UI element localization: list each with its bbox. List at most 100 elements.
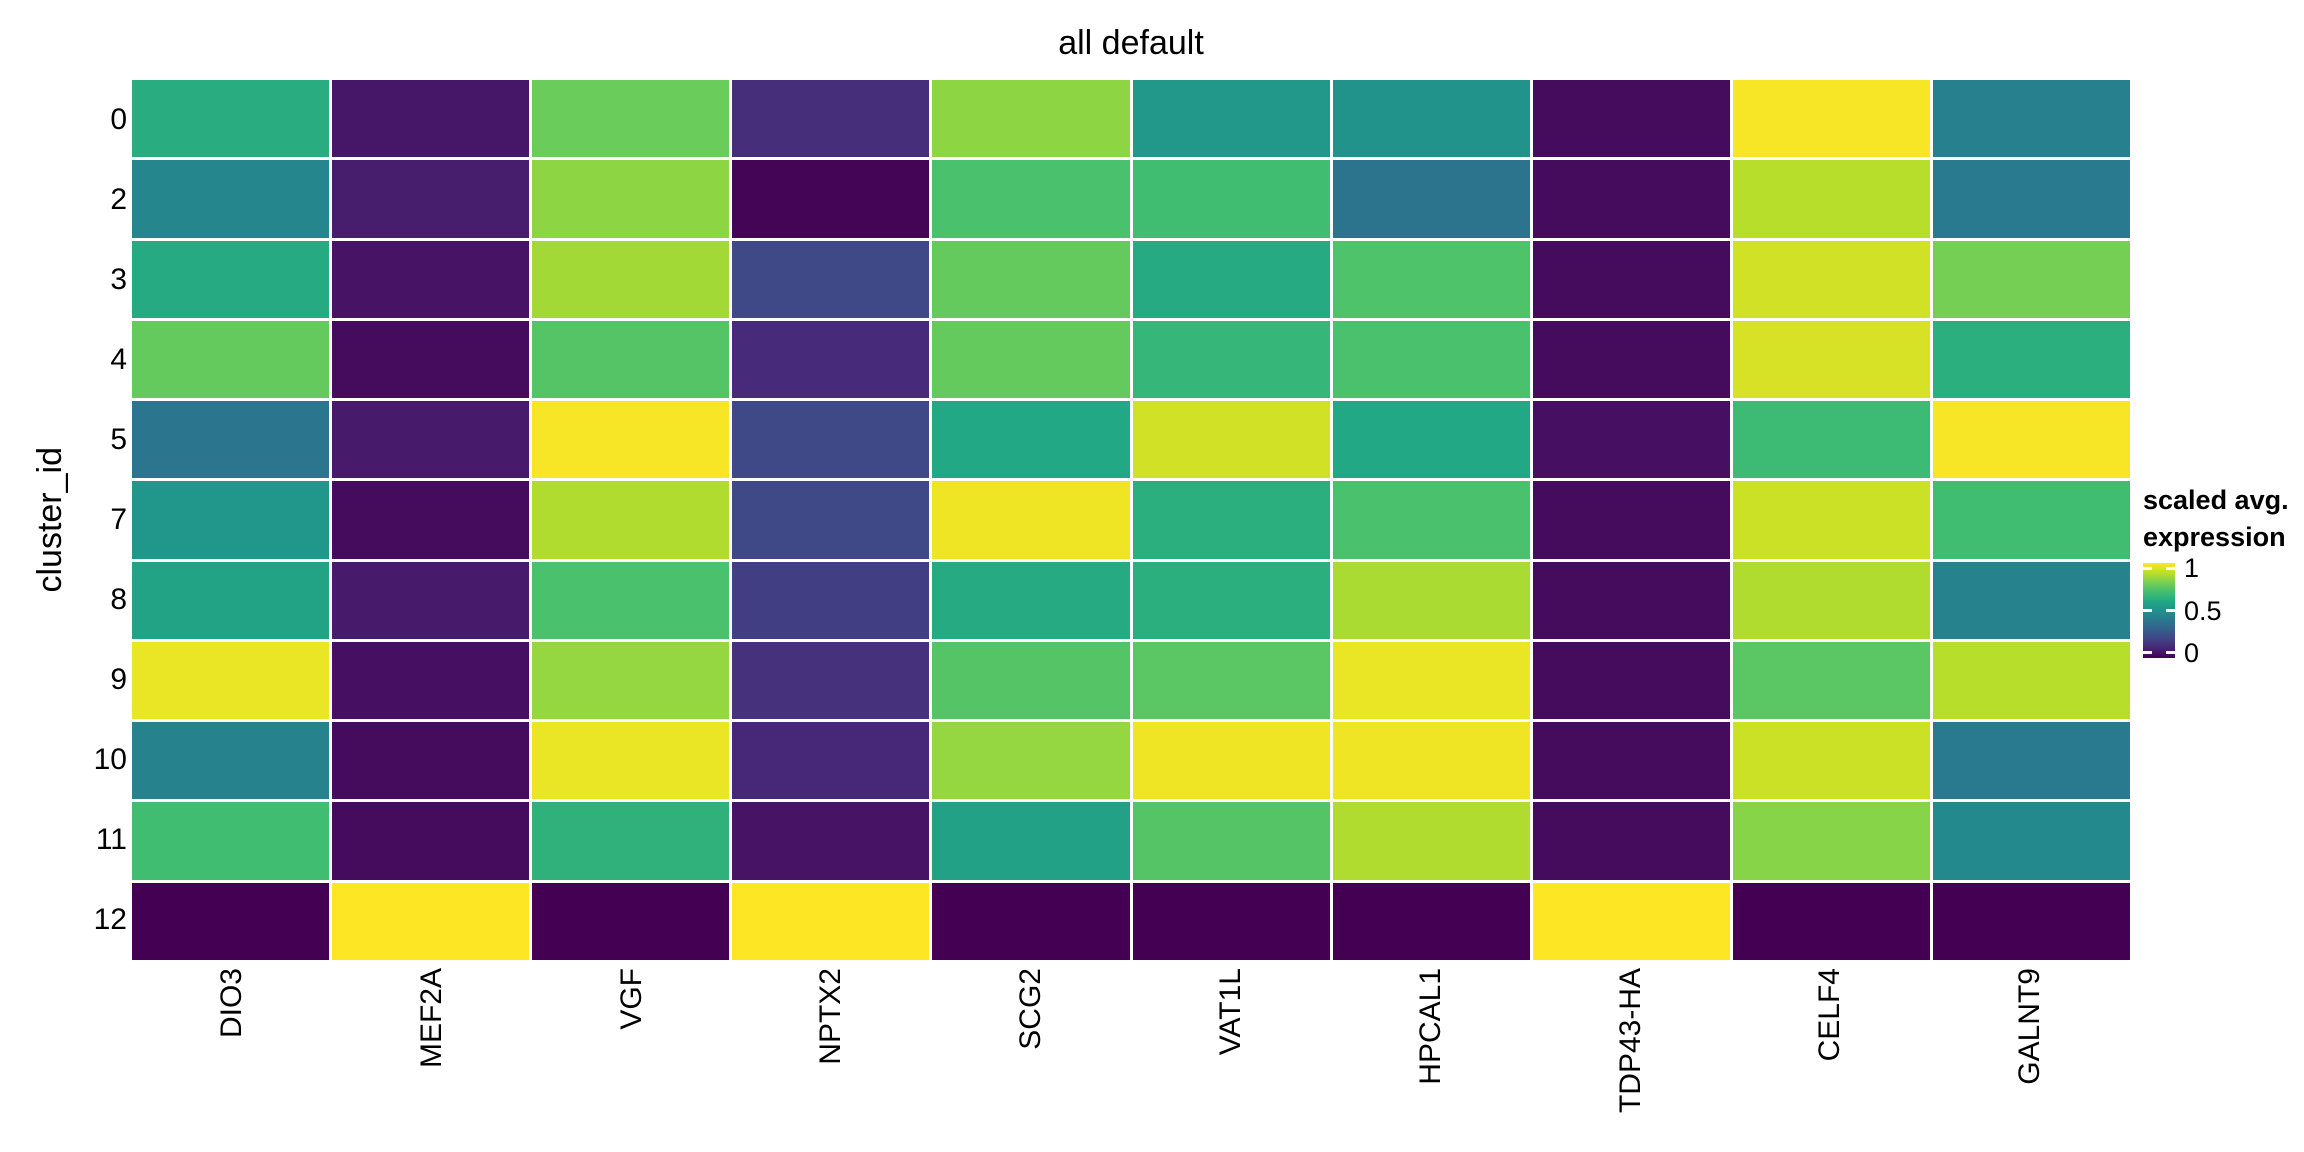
heatmap-cell bbox=[1732, 722, 1930, 800]
y-tick-label: 11 bbox=[95, 823, 127, 856]
colorbar-tick-mark bbox=[2166, 651, 2175, 655]
heatmap-cell bbox=[1332, 641, 1530, 720]
heatmap-cell bbox=[932, 240, 1130, 318]
heatmap-cell bbox=[932, 80, 1130, 158]
y-tick-label: 8 bbox=[110, 583, 127, 616]
heatmap-cell bbox=[932, 802, 1130, 880]
heatmap-cell bbox=[1132, 240, 1330, 318]
heatmap-cell bbox=[132, 401, 330, 479]
heatmap-cell bbox=[332, 80, 530, 158]
heatmap-cell bbox=[1532, 561, 1730, 639]
y-tick-label: 2 bbox=[110, 183, 127, 216]
heatmap-cell bbox=[1932, 240, 2130, 318]
x-tick-label: DIO3 bbox=[214, 968, 248, 1039]
heatmap-cell bbox=[732, 160, 930, 238]
y-tick-label: 9 bbox=[110, 663, 127, 696]
heatmap-cell bbox=[1932, 561, 2130, 639]
heatmap-cell bbox=[332, 160, 530, 238]
heatmap-cell bbox=[1732, 481, 1930, 559]
y-tick-label: 3 bbox=[110, 263, 127, 296]
heatmap-cell bbox=[532, 722, 730, 800]
heatmap-cell bbox=[332, 481, 530, 559]
heatmap-cell bbox=[732, 401, 930, 479]
colorbar-tick-mark bbox=[2166, 609, 2175, 612]
legend: scaled avg. expression 1 0.5 0 bbox=[2143, 482, 2304, 722]
heatmap-cell bbox=[932, 401, 1130, 479]
heatmap-cell bbox=[1332, 401, 1530, 479]
heatmap-cell bbox=[132, 882, 330, 960]
heatmap-cell bbox=[1932, 882, 2130, 960]
x-tick-label: HPCAL1 bbox=[1413, 968, 1447, 1085]
heatmap-cell bbox=[1532, 240, 1730, 318]
heatmap-cell bbox=[732, 240, 930, 318]
heatmap-cell bbox=[332, 802, 530, 880]
heatmap-cell bbox=[1332, 802, 1530, 880]
heatmap-cell bbox=[132, 160, 330, 238]
x-tick-label: MEF2A bbox=[414, 968, 448, 1069]
heatmap-cell bbox=[1932, 722, 2130, 800]
heatmap-cell bbox=[1132, 320, 1330, 399]
heatmap-cell bbox=[1732, 882, 1930, 960]
heatmap-cell bbox=[1932, 401, 2130, 479]
heatmap-cell bbox=[132, 561, 330, 639]
heatmap-cell bbox=[1532, 722, 1730, 800]
x-tick-label: GALNT9 bbox=[2013, 968, 2047, 1085]
heatmap-cell bbox=[1532, 320, 1730, 399]
chart-title: all default bbox=[1058, 24, 1204, 62]
y-tick-label: 5 bbox=[110, 423, 127, 456]
heatmap-cell bbox=[1932, 481, 2130, 559]
heatmap-cell bbox=[1532, 802, 1730, 880]
x-axis-tick-labels: DIO3 MEF2A VGF NPTX2 SCG2 VAT1L HPCAL1 TDP43-HA… bbox=[132, 968, 2130, 1152]
heatmap-cell bbox=[1132, 80, 1330, 158]
y-tick-label: 4 bbox=[110, 343, 127, 376]
legend-title-line1: scaled avg. bbox=[2143, 485, 2289, 515]
heatmap-cell bbox=[1532, 401, 1730, 479]
heatmap-cell bbox=[532, 802, 730, 880]
heatmap-cell bbox=[1732, 802, 1930, 880]
legend-title-line2: expression bbox=[2143, 522, 2286, 552]
heatmap-cell bbox=[1132, 802, 1330, 880]
heatmap-cell bbox=[132, 641, 330, 720]
heatmap-cell bbox=[532, 882, 730, 960]
heatmap-cell bbox=[532, 481, 730, 559]
x-tick-label: SCG2 bbox=[1014, 968, 1048, 1050]
heatmap-cell bbox=[1732, 320, 1930, 399]
y-tick-label: 7 bbox=[110, 503, 127, 536]
heatmap-cell bbox=[932, 481, 1130, 559]
y-tick-label: 12 bbox=[93, 903, 127, 936]
heatmap-cell bbox=[932, 320, 1130, 399]
heatmap-cell bbox=[332, 641, 530, 720]
heatmap-cell bbox=[1132, 641, 1330, 720]
heatmap-cell bbox=[132, 722, 330, 800]
y-tick-label: 10 bbox=[93, 743, 127, 776]
heatmap-cell bbox=[1132, 160, 1330, 238]
heatmap-cell bbox=[332, 882, 530, 960]
heatmap-cell bbox=[732, 561, 930, 639]
heatmap-cell bbox=[732, 882, 930, 960]
colorbar-tick-mark bbox=[2143, 566, 2152, 570]
heatmap-cell bbox=[132, 240, 330, 318]
colorbar-tick-label: 0.5 bbox=[2184, 595, 2222, 626]
heatmap-grid bbox=[132, 80, 2130, 960]
colorbar-tick-mark bbox=[2166, 566, 2175, 570]
heatmap-cell bbox=[1332, 481, 1530, 559]
heatmap-cell bbox=[132, 80, 330, 158]
heatmap-cell bbox=[1132, 481, 1330, 559]
heatmap-cell bbox=[1732, 80, 1930, 158]
heatmap-cell bbox=[932, 160, 1130, 238]
x-tick-label: NPTX2 bbox=[814, 968, 848, 1065]
heatmap-cell bbox=[1932, 641, 2130, 720]
colorbar-tick-mark bbox=[2143, 609, 2152, 612]
heatmap-cell bbox=[532, 80, 730, 158]
x-tick-label: CELF4 bbox=[1813, 968, 1847, 1062]
heatmap-cell bbox=[1332, 80, 1530, 158]
heatmap-cell bbox=[132, 320, 330, 399]
heatmap-cell bbox=[1732, 401, 1930, 479]
heatmap-cell bbox=[732, 320, 930, 399]
heatmap-cell bbox=[532, 561, 730, 639]
heatmap-cell bbox=[732, 641, 930, 720]
heatmap-cell bbox=[532, 641, 730, 720]
heatmap-cell bbox=[932, 722, 1130, 800]
heatmap-cell bbox=[1532, 481, 1730, 559]
